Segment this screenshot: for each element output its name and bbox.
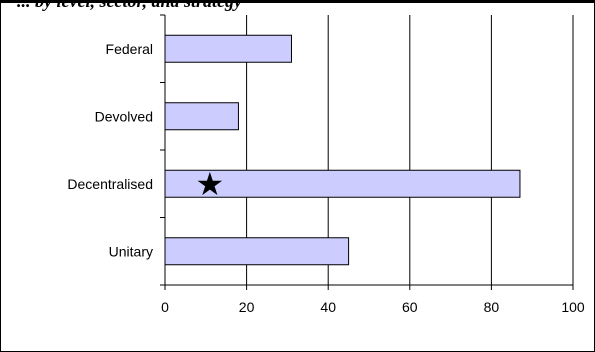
category-label-unitary: Unitary bbox=[109, 243, 153, 259]
x-tick-label-100: 100 bbox=[561, 299, 585, 315]
bars bbox=[164, 34, 521, 266]
bar-chart: 0 20 40 60 80 100 Federal Devolved Decentralised… bbox=[67, 14, 585, 315]
star-marker-icon: ★ bbox=[196, 165, 225, 203]
category-label-federal: Federal bbox=[106, 41, 153, 57]
x-tick-label-60: 60 bbox=[402, 299, 418, 315]
header-text: ... by level, sector, and strategy bbox=[17, 0, 242, 11]
x-tick-label-20: 20 bbox=[239, 299, 255, 315]
x-tick-label-80: 80 bbox=[484, 299, 500, 315]
category-label-devolved: Devolved bbox=[95, 108, 153, 124]
axes bbox=[160, 14, 574, 290]
category-label-decentralised: Decentralised bbox=[67, 176, 153, 192]
bar-unitary bbox=[164, 237, 350, 266]
x-tick-label-40: 40 bbox=[320, 299, 336, 315]
bar-decentralised bbox=[164, 169, 521, 198]
bar-devolved bbox=[164, 102, 239, 131]
labels: 0 20 40 60 80 100 Federal Devolved Decentralised… bbox=[67, 41, 585, 315]
x-tick-label-0: 0 bbox=[161, 299, 169, 315]
bar-federal bbox=[164, 34, 292, 63]
